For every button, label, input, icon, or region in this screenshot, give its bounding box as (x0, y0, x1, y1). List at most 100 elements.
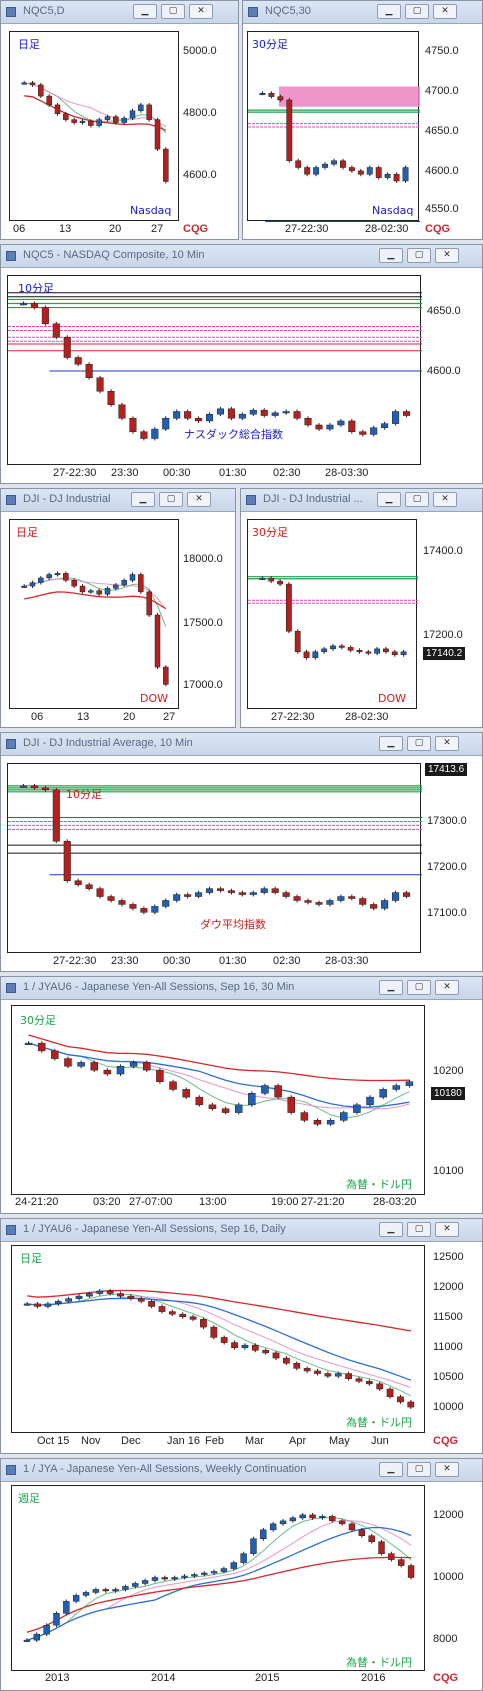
minimize-button[interactable]: ▁ (131, 492, 155, 507)
minimize-button[interactable]: ▁ (377, 492, 401, 507)
plot-area[interactable]: 30分足 為替・ドル円 (11, 1005, 425, 1195)
window-titlebar[interactable]: DJI - DJ Industrial ... ▁ ▢ ✕ (241, 489, 482, 512)
close-button[interactable]: ✕ (435, 248, 459, 263)
window-titlebar[interactable]: NQC5 - NASDAQ Composite, 10 Min ▁ ▢ ✕ (1, 245, 482, 268)
close-button[interactable]: ✕ (435, 1462, 459, 1477)
window-titlebar[interactable]: 1 / JYAU6 - Japanese Yen-All Sessions, S… (1, 1219, 482, 1242)
candle-body (173, 894, 181, 901)
window-titlebar[interactable]: NQC5,D ▁ ▢ ✕ (1, 1, 238, 24)
x-tick: Nov (81, 1435, 101, 1447)
close-button[interactable]: ✕ (435, 1222, 459, 1237)
restore-button[interactable]: ▢ (407, 980, 431, 995)
candle-body (171, 1577, 178, 1580)
restore-button[interactable]: ▢ (405, 4, 429, 19)
x-tick: 28-03:20 (373, 1196, 417, 1208)
candle-body (402, 411, 411, 416)
candle-body (195, 892, 203, 897)
candle-body (315, 424, 323, 430)
plot-area[interactable]: 週足 為替・ドル円 (11, 1485, 425, 1671)
chart-window-dji-30min[interactable]: DJI - DJ Industrial ... ▁ ▢ ✕ 30分足 DOW 1… (240, 488, 483, 728)
candle-body (366, 167, 373, 175)
minimize-button[interactable]: ▁ (379, 1222, 403, 1237)
close-button[interactable]: ✕ (435, 736, 459, 751)
chart-window-jyau6-daily[interactable]: 1 / JYAU6 - Japanese Yen-All Sessions, S… (0, 1218, 483, 1454)
x-tick: Jun (371, 1435, 389, 1447)
candle-body (376, 1383, 384, 1390)
plot-area[interactable]: 10分足 ナスダック総合指数 (7, 275, 422, 465)
close-icon: ✕ (197, 6, 205, 16)
plot-area[interactable]: 日足 Nasdaq (9, 31, 179, 221)
candle-body (169, 1081, 177, 1090)
y-tick: 10000 (433, 1571, 464, 1583)
candle-body (289, 1517, 297, 1522)
x-tick: 24-21:20 (15, 1196, 59, 1208)
x-tick: 2016 (361, 1672, 386, 1684)
candle-body (54, 104, 61, 114)
window-titlebar[interactable]: DJI - DJ Industrial Average, 10 Min ▁ ▢ … (1, 733, 482, 756)
chart-window-jya-weekly[interactable]: 1 / JYA - Japanese Yen-All Sessions, Wee… (0, 1458, 483, 1691)
plot-area[interactable]: 30分足 Nasdaq (247, 31, 420, 222)
minimize-button[interactable]: ▁ (379, 1462, 403, 1477)
restore-button[interactable]: ▢ (407, 1462, 431, 1477)
candle-body (272, 1352, 280, 1359)
plot-area[interactable]: 10分足 ダウ平均指数 (7, 763, 422, 953)
candle-body (116, 1066, 125, 1075)
restore-button[interactable]: ▢ (407, 1222, 431, 1237)
candle-body (234, 1104, 243, 1113)
window-titlebar[interactable]: NQC5,30 ▁ ▢ ✕ (243, 1, 482, 24)
chart-window-nqc5-daily[interactable]: NQC5,D ▁ ▢ ✕ 日足 Nasdaq 5000.0 4800.0 460… (0, 0, 239, 240)
window-titlebar[interactable]: 1 / JYAU6 - Japanese Yen-All Sessions, S… (1, 977, 482, 1000)
y-tick: 10100 (433, 1165, 464, 1177)
plot-area[interactable]: 日足 DOW (9, 519, 179, 709)
window-titlebar[interactable]: 1 / JYA - Japanese Yen-All Sessions, Wee… (1, 1459, 482, 1482)
plot-area[interactable]: 日足 為替・ドル円 (11, 1245, 425, 1433)
candle-body (259, 577, 266, 580)
candle-body (79, 120, 86, 123)
minimize-icon: ▁ (387, 250, 395, 260)
candle-body (38, 577, 44, 583)
restore-button[interactable]: ▢ (407, 736, 431, 751)
chart-window-nasdaq-10min[interactable]: NQC5 - NASDAQ Composite, 10 Min ▁ ▢ ✕ 10… (0, 244, 483, 484)
candle-body (195, 418, 203, 422)
minimize-button[interactable]: ▁ (133, 4, 157, 19)
close-button[interactable]: ✕ (187, 492, 211, 507)
candle-body (33, 1633, 40, 1641)
close-button[interactable]: ✕ (433, 4, 457, 19)
close-button[interactable]: ✕ (435, 980, 459, 995)
chart-window-dji-daily[interactable]: DJI - DJ Industrial ▁ ▢ ✕ 日足 DOW 18000.0… (0, 488, 236, 728)
candle-body (286, 99, 293, 161)
minimize-button[interactable]: ▁ (377, 4, 401, 19)
close-button[interactable]: ✕ (189, 4, 213, 19)
x-tick: 06 (31, 711, 44, 723)
candle-body (29, 82, 36, 86)
minimize-button[interactable]: ▁ (379, 980, 403, 995)
chart-window-dji-10min[interactable]: DJI - DJ Industrial Average, 10 Min ▁ ▢ … (0, 732, 483, 972)
candle-body (221, 1108, 230, 1113)
candle-body (154, 614, 161, 668)
window-titlebar[interactable]: DJI - DJ Industrial ▁ ▢ ✕ (1, 489, 235, 512)
restore-button[interactable]: ▢ (405, 492, 429, 507)
candle-body (63, 573, 69, 581)
instrument-label: ナスダック総合指数 (184, 428, 283, 441)
close-button[interactable]: ✕ (433, 492, 457, 507)
candle-body (37, 1042, 46, 1052)
restore-icon: ▢ (414, 1224, 424, 1234)
minimize-button[interactable]: ▁ (379, 736, 403, 751)
chart-window-jyau6-30min[interactable]: 1 / JYAU6 - Japanese Yen-All Sessions, S… (0, 976, 483, 1214)
candle-body (271, 412, 279, 416)
timeframe-label: 30分足 (252, 526, 288, 539)
plot-area[interactable]: 30分足 DOW (247, 519, 418, 709)
minimize-icon: ▁ (385, 6, 393, 16)
candle-body (129, 904, 137, 909)
close-icon: ✕ (441, 6, 449, 16)
candle-body (72, 1595, 80, 1602)
restore-button[interactable]: ▢ (159, 492, 183, 507)
restore-button[interactable]: ▢ (161, 4, 185, 19)
chart-window-nqc5-30min[interactable]: NQC5,30 ▁ ▢ ✕ 30分足 Nasdaq 4750.0 4700.0 … (242, 0, 483, 240)
candle-body (250, 1538, 257, 1554)
candle-body (227, 890, 235, 893)
restore-button[interactable]: ▢ (407, 248, 431, 263)
minimize-button[interactable]: ▁ (379, 248, 403, 263)
candle-body (340, 160, 346, 168)
y-tick: 10000 (433, 1401, 464, 1413)
